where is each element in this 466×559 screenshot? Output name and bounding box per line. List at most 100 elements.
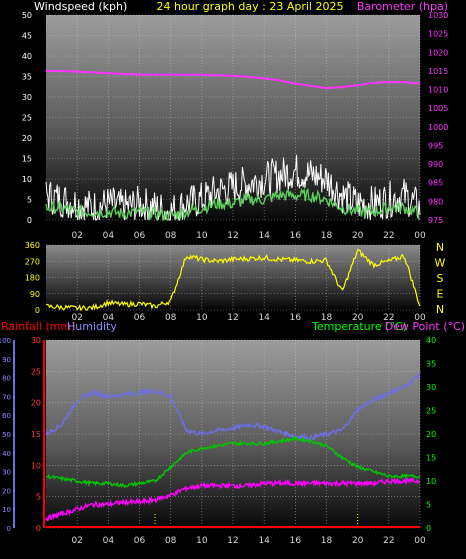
barometer-y-tick-label: 1020 xyxy=(428,48,448,57)
temperature-y-tick-label: 25 xyxy=(426,407,436,416)
dir-x-tick-label: 20 xyxy=(352,313,364,323)
dir-x-tick-label: 12 xyxy=(227,313,238,323)
temp-x-tick-label: 14 xyxy=(258,536,270,546)
humidity-y-tick-label: 60 xyxy=(2,412,11,420)
rainfall-y-tick-label: 15 xyxy=(31,430,41,439)
wind-x-tick-label: 10 xyxy=(196,231,208,241)
direction-y-tick-label: 180 xyxy=(25,274,40,283)
dir-x-tick-label: 00 xyxy=(414,313,426,323)
temperature-y-tick-label: 5 xyxy=(426,501,431,510)
temperature-y-tick-label: 40 xyxy=(426,336,436,345)
dir-x-tick-label: 14 xyxy=(258,313,270,323)
temperature-y-tick-label: 15 xyxy=(426,454,436,463)
temp-x-tick-label: 12 xyxy=(227,536,238,546)
barometer-y-tick-label: 1015 xyxy=(428,67,448,76)
humidity-y-tick-label: 40 xyxy=(2,450,11,458)
rainfall-y-tick-label: 25 xyxy=(31,367,41,376)
dir-x-tick-label: 04 xyxy=(103,313,115,323)
direction-y-tick-label: 90 xyxy=(30,290,40,299)
wind-x-tick-label: 14 xyxy=(258,231,270,241)
barometer-axis-title: Barometer (hpa) xyxy=(357,0,448,13)
dir-x-tick-label: 02 xyxy=(71,313,82,323)
temperature-y-tick-label: 10 xyxy=(426,477,436,486)
rainfall-y-tick-label: 5 xyxy=(36,493,41,502)
compass-label: N xyxy=(436,241,444,254)
dir-x-tick-label: 16 xyxy=(290,313,302,323)
humidity-y-tick-label: 50 xyxy=(2,431,11,439)
rainfall-y-tick-label: 0 xyxy=(36,524,41,533)
barometer-y-tick-label: 995 xyxy=(428,141,443,150)
wind-x-tick-label: 08 xyxy=(165,231,177,241)
barometer-y-tick-label: 1025 xyxy=(428,30,448,39)
compass-label: E xyxy=(437,288,444,301)
wind-y-tick-label: 40 xyxy=(22,52,32,61)
temp-x-tick-label: 18 xyxy=(321,536,333,546)
wind-x-tick-label: 12 xyxy=(227,231,238,241)
temp-x-tick-label: 10 xyxy=(196,536,208,546)
temperature-panel: 0102030405060708090100051015202530051015… xyxy=(0,336,436,546)
wind-y-tick-label: 50 xyxy=(22,11,32,20)
humidity-y-tick-label: 10 xyxy=(2,506,11,514)
wind-x-tick-label: 02 xyxy=(71,231,82,241)
rainfall-axis-title: Rainfall (mm) xyxy=(1,320,75,333)
wind-x-tick-label: 20 xyxy=(352,231,364,241)
dir-x-tick-label: 22 xyxy=(383,313,394,323)
rainfall-y-tick-label: 20 xyxy=(31,399,41,408)
wind-panel: 0510152025303540455097598098599099510001… xyxy=(22,11,449,241)
temperature-axis-title: Temperature (°C) xyxy=(311,320,407,333)
dir-x-tick-label: 08 xyxy=(165,313,177,323)
temp-x-tick-label: 00 xyxy=(414,536,426,546)
compass-label: S xyxy=(437,272,444,285)
barometer-line xyxy=(46,69,421,90)
humidity-y-tick-label: 20 xyxy=(2,487,11,495)
dewpoint-axis-title: Dew Point (°C) xyxy=(385,320,465,333)
windspeed-axis-title: Windspeed (kph) xyxy=(34,0,127,13)
temp-x-tick-label: 04 xyxy=(103,536,115,546)
barometer-y-tick-label: 980 xyxy=(428,197,443,206)
dir-x-tick-label: 18 xyxy=(321,313,333,323)
rainfall-y-tick-label: 10 xyxy=(31,461,41,470)
wind-x-tick-label: 18 xyxy=(321,231,333,241)
temperature-line xyxy=(45,435,421,489)
wind-y-tick-label: 5 xyxy=(27,196,32,205)
temp-x-tick-label: 08 xyxy=(165,536,177,546)
windspeed-line xyxy=(45,154,421,221)
humidity-y-tick-label: 100 xyxy=(0,337,11,345)
wind-direction-line xyxy=(45,248,421,312)
barometer-y-tick-label: 1005 xyxy=(428,104,448,113)
humidity-y-tick-label: 70 xyxy=(2,393,11,401)
dir-x-tick-label: 06 xyxy=(134,313,146,323)
dir-x-tick-label: 10 xyxy=(196,313,208,323)
temperature-y-tick-label: 35 xyxy=(426,360,436,369)
barometer-y-tick-label: 1030 xyxy=(428,11,448,20)
humidity-y-tick-label: 80 xyxy=(2,375,11,383)
wind-y-tick-label: 30 xyxy=(22,93,32,102)
temp-x-tick-label: 06 xyxy=(134,536,146,546)
wind-y-tick-label: 25 xyxy=(22,114,32,123)
temp-x-tick-label: 02 xyxy=(71,536,82,546)
humidity-axis-title: Humidity xyxy=(67,320,117,333)
temp-x-tick-label: 16 xyxy=(290,536,302,546)
direction-y-tick-label: 270 xyxy=(25,257,40,266)
wind-average-line xyxy=(45,187,420,222)
graph-title: 24 hour graph day : 23 April 2025 xyxy=(157,0,344,13)
wind-x-tick-label: 04 xyxy=(103,231,115,241)
wind-y-tick-label: 15 xyxy=(22,155,32,164)
barometer-y-tick-label: 1000 xyxy=(428,123,448,132)
wind-y-tick-label: 20 xyxy=(22,134,32,143)
barometer-y-tick-label: 990 xyxy=(428,160,443,169)
wind-y-tick-label: 45 xyxy=(22,32,32,41)
wind-x-tick-label: 16 xyxy=(290,231,302,241)
temperature-y-tick-label: 20 xyxy=(426,430,436,439)
rainfall-y-tick-label: 30 xyxy=(31,336,41,345)
humidity-y-tick-label: 90 xyxy=(2,356,11,364)
compass-label: W xyxy=(435,257,446,270)
wind-y-tick-label: 10 xyxy=(22,175,32,184)
humidity-line xyxy=(45,371,421,441)
temp-x-tick-label: 22 xyxy=(383,536,394,546)
compass-label: N xyxy=(436,303,444,316)
temperature-y-tick-label: 30 xyxy=(426,383,436,392)
